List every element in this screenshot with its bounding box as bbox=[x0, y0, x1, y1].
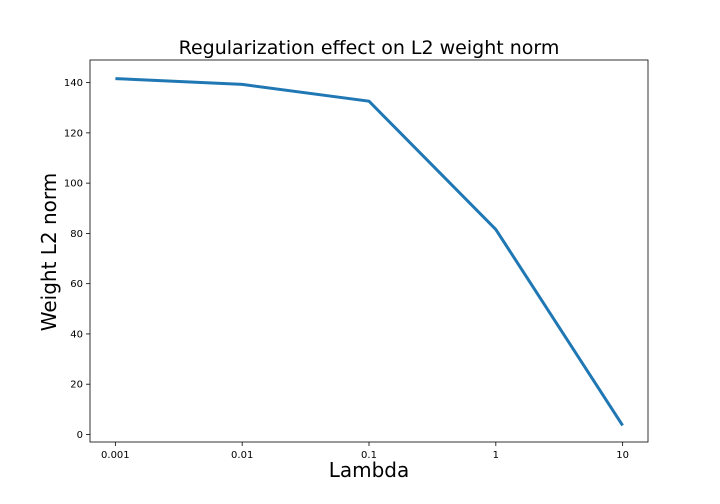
x-axis: 0.001 0.01 0.1 1 10 bbox=[101, 442, 629, 461]
x-tick-label: 0.01 bbox=[231, 450, 253, 461]
plot-area bbox=[89, 59, 649, 443]
plot-frame bbox=[89, 59, 649, 443]
x-tick-label: 0.1 bbox=[361, 450, 377, 461]
y-tick-label: 60 bbox=[70, 279, 83, 290]
x-tick-label: 0.001 bbox=[101, 450, 130, 461]
chart-title: Regularization effect on L2 weight norm bbox=[179, 37, 560, 59]
y-tick-label: 100 bbox=[64, 179, 83, 190]
y-axis: 0 20 40 60 80 100 120 140 bbox=[64, 78, 90, 441]
y-tick-label: 140 bbox=[64, 78, 83, 89]
y-tick-label: 40 bbox=[70, 329, 83, 340]
series-layer bbox=[115, 77, 624, 427]
series-line bbox=[115, 77, 624, 427]
y-tick-label: 0 bbox=[77, 430, 83, 441]
y-axis-label: Weight L2 norm bbox=[37, 173, 61, 332]
y-tick-label: 20 bbox=[70, 380, 83, 391]
x-tick-label: 10 bbox=[616, 450, 629, 461]
y-tick-label: 80 bbox=[70, 229, 83, 240]
x-axis-label: Lambda bbox=[329, 458, 410, 482]
y-tick-label: 120 bbox=[64, 128, 83, 139]
x-tick-label: 1 bbox=[493, 450, 499, 461]
